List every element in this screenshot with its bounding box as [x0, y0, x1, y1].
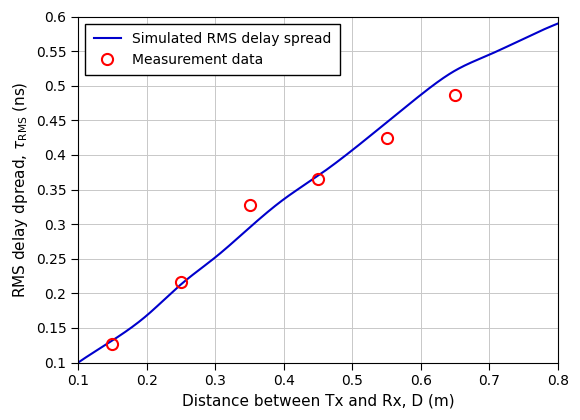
Simulated RMS delay spread — [303, 181, 310, 186]
Measurement data — [246, 202, 253, 207]
Measurement data — [452, 92, 459, 97]
Measurement data — [177, 279, 184, 284]
Simulated RMS delay spread — [554, 21, 561, 26]
Measurement data — [109, 341, 116, 346]
Line: Simulated RMS delay spread: Simulated RMS delay spread — [78, 24, 558, 362]
Measurement data — [314, 177, 321, 182]
Simulated RMS delay spread — [543, 26, 550, 31]
Y-axis label: RMS delay dpread, $\tau_{\mathrm{RMS}}$ (ns): RMS delay dpread, $\tau_{\mathrm{RMS}}$ … — [11, 81, 30, 298]
Simulated RMS delay spread — [468, 60, 475, 65]
Measurement data — [383, 135, 390, 140]
Line: Measurement data: Measurement data — [107, 89, 461, 349]
Legend: Simulated RMS delay spread, Measurement data: Simulated RMS delay spread, Measurement … — [85, 24, 340, 75]
Simulated RMS delay spread — [360, 139, 367, 144]
Simulated RMS delay spread — [75, 360, 82, 365]
Simulated RMS delay spread — [334, 159, 341, 164]
Simulated RMS delay spread — [306, 179, 313, 184]
X-axis label: Distance between Tx and Rx, D (m): Distance between Tx and Rx, D (m) — [182, 394, 454, 409]
